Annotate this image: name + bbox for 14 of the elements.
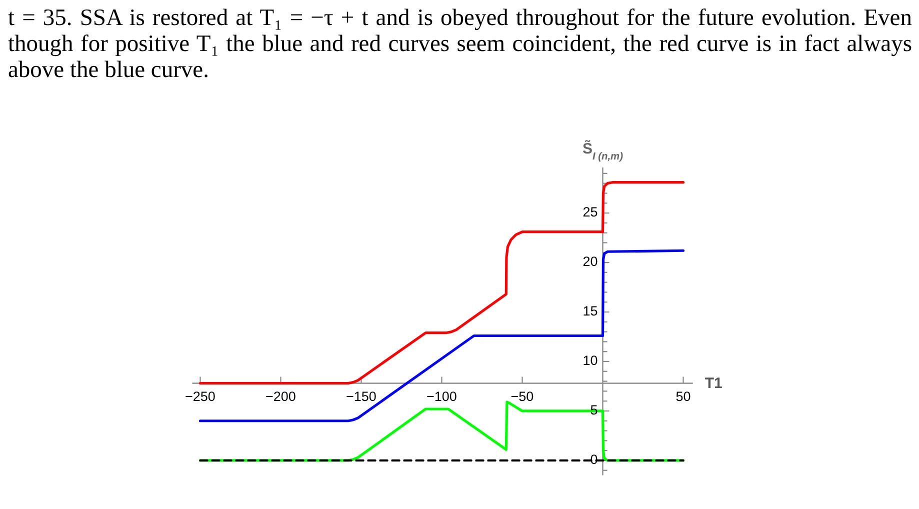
y-tick-label: 15 (582, 304, 598, 319)
x-tick-label: −250 (185, 388, 216, 404)
x-tick-label: −50 (510, 388, 534, 404)
y-tick-label: 25 (582, 204, 598, 220)
y-tick-label: 20 (582, 254, 598, 270)
text: t = 35. SSA is restored at T₁ = −τ + t and is obeyed throughout for the future evolution. Even though for positive T₁ the blue and red curves seem coincident, the red curve is in fact always above the blue curve. (8, 5, 912, 83)
line-series (198, 181, 685, 385)
x-tick-label: 50 (676, 388, 691, 404)
y-tick-label: 10 (582, 353, 598, 368)
x-tick-label: −150 (346, 388, 376, 404)
x-axis-title: T1 (704, 375, 722, 392)
y-axis-title: S̃$_{I (n,m)}$ (582, 140, 624, 162)
x-tick-label: −200 (266, 388, 296, 404)
x-tick-label: −100 (426, 388, 457, 404)
